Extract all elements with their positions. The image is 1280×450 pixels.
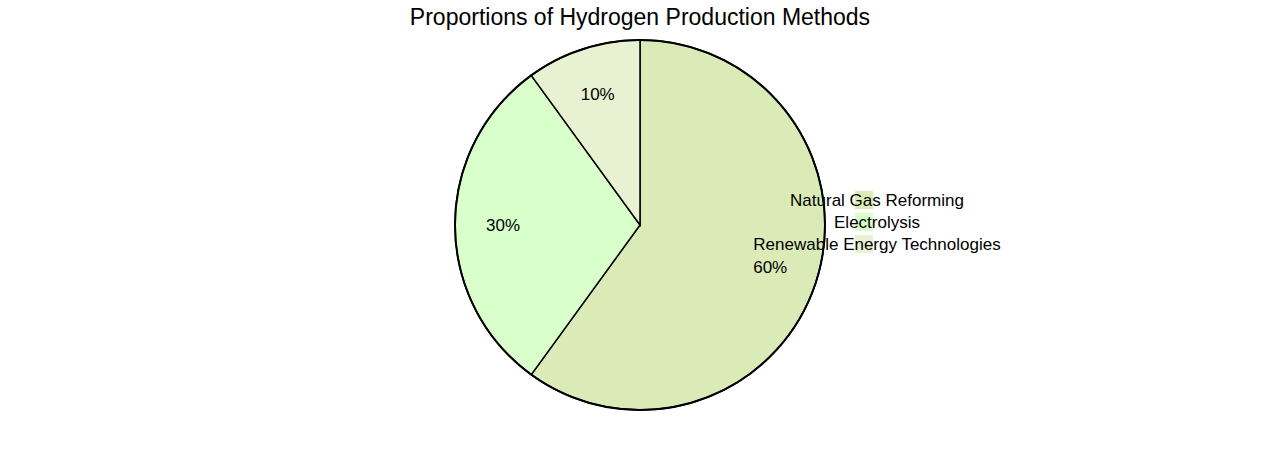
svg-text:Natural Gas Reforming: Natural Gas Reforming (790, 191, 964, 210)
svg-text:10%: 10% (581, 85, 615, 104)
svg-text:Renewable Energy Technologies: Renewable Energy Technologies (753, 235, 1000, 254)
svg-text:60%: 60% (753, 258, 787, 277)
svg-text:Proportions of Hydrogen Produc: Proportions of Hydrogen Production Metho… (410, 4, 870, 30)
svg-text:30%: 30% (486, 216, 520, 235)
svg-text:Electrolysis: Electrolysis (834, 213, 920, 232)
